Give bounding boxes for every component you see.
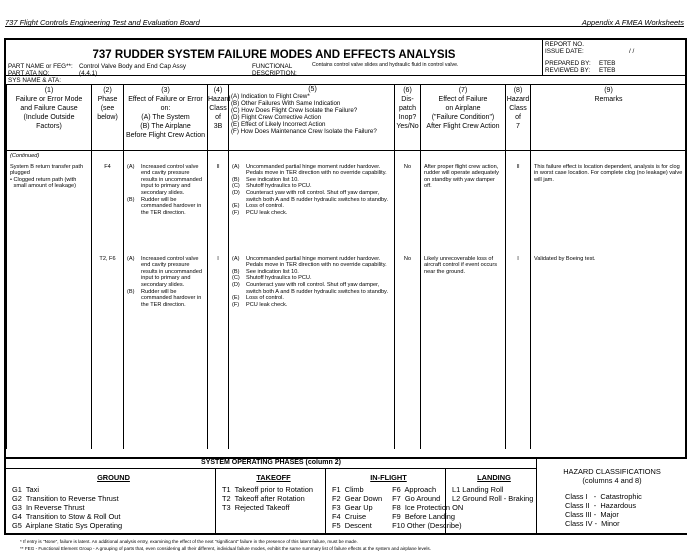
phase-item: G4 Transition to Stow & Roll Out	[12, 512, 121, 521]
failure-mode	[6, 253, 92, 449]
prepared-by: ETEB	[599, 60, 616, 67]
footnote-2: ** FEG - Functional Element Group - A gr…	[20, 546, 431, 551]
issue-date-label: ISSUE DATE:	[545, 48, 584, 55]
ata-value: (4.4.1)	[79, 70, 98, 77]
sys-name-row: SYS NAME & ATA:	[6, 75, 687, 84]
page-header: 737 Flight Controls Engineering Test and…	[5, 18, 684, 27]
phase-item: F2 Gear Down	[332, 494, 383, 503]
phase-item: F3 Gear Up	[332, 503, 373, 512]
phase-group-inflight: IN-FLIGHT F1 Climb F2 Gear Down F3 Gear Up F…	[326, 469, 463, 535]
func-label-2: DESCRIPTION:	[252, 70, 297, 77]
table-row: T2, F6 (A) Increased control valve end cav…	[6, 253, 687, 449]
col-header-9: (9) Remarks	[530, 84, 687, 151]
dispatch-inop: No	[394, 253, 421, 449]
ata-label: PART ATA NO:	[8, 70, 50, 77]
col-header-4: (4) Hazard Class of 3B	[207, 84, 231, 151]
report-no-label: REPORT NO.	[545, 41, 584, 48]
hazard-title: HAZARD CLASSIFICATIONS	[563, 467, 661, 476]
phase-item: F4 Cruise	[332, 512, 367, 521]
phase: T2, F6	[91, 253, 124, 449]
phase-group-takeoff: TAKEOFF T1 Takeoff prior to Rotation T2 Ta…	[216, 469, 326, 535]
remarks: Validated by Boeing test.	[530, 253, 687, 449]
header-left: 737 Flight Controls Engineering Test and…	[5, 18, 200, 27]
prepared-by-label: PREPARED BY:	[545, 60, 591, 67]
phase-item: F8 Ice Protection ON	[392, 503, 464, 512]
table-row: System B return transfer path plugged • Cl…	[6, 161, 687, 254]
hazard-class-item: Class IV - Minor	[565, 519, 620, 528]
landing-title: LANDING	[477, 473, 511, 482]
worksheet-title: 737 RUDDER SYSTEM FAILURE MODES AND EFFE…	[92, 49, 456, 61]
hazard-subtitle: (columns 4 and 8)	[582, 476, 642, 485]
phase-item: F1 Climb	[332, 485, 364, 494]
col-header-7: (7) Effect of Failure on Airplane ("Failure…	[420, 84, 506, 151]
indication-actions: (A) Uncommanded partial hinge moment rudd…	[228, 161, 395, 254]
phase-item: L2 Ground Roll - Braking	[452, 494, 534, 503]
inflight-title: IN-FLIGHT	[370, 473, 407, 482]
indication-actions: (A) Uncommanded partial hinge moment rudd…	[228, 253, 395, 449]
phase-item: G2 Transition to Reverse Thrust	[12, 494, 119, 503]
phase-item: T1 Takeoff prior to Rotation	[222, 485, 313, 494]
hazard-class-item: Class II - Hazardous	[565, 501, 637, 510]
phase-item: G3 In Reverse Thrust	[12, 503, 85, 512]
hazard-class-7: II	[505, 161, 531, 254]
phase-item: G5 Airplane Static Sys Operating	[12, 521, 123, 530]
reviewed-by-label: REVIEWED BY:	[545, 67, 591, 74]
ground-title: GROUND	[97, 473, 130, 482]
effect-after-action: After proper flight crew action, rudder …	[420, 161, 506, 254]
phase-item: F7 Go Around	[392, 494, 441, 503]
phase-item: T3 Rejected Takeoff	[222, 503, 290, 512]
phase-item: F9 Before Landing	[392, 512, 455, 521]
part-name: Control Valve Body and End Cap Assy	[79, 63, 186, 70]
operating-phases: SYSTEM OPERATING PHASES (column 2) GROUN…	[6, 457, 687, 535]
col-header-3: (3) Effect of Failure or Error on: (A) The …	[123, 84, 208, 151]
phase-item: F5 Descent	[332, 521, 372, 530]
hazard-class-item: Class III - Major	[565, 510, 619, 519]
issue-date: / /	[629, 48, 635, 55]
col-header-1: (1) Failure or Error Mode and Failure Caus…	[6, 84, 92, 151]
dispatch-inop: No	[394, 161, 421, 254]
part-name-label: PART NAME or FEG**:	[8, 63, 73, 70]
phase-item: G1 Taxi	[12, 485, 39, 494]
hazard-class-7: I	[505, 253, 531, 449]
func-description: Contains control valve slides and hydrau…	[312, 62, 459, 68]
report-block: REPORT NO. ISSUE DATE: / / PREPARED BY: …	[542, 40, 687, 76]
reviewed-by: ETEB	[599, 67, 616, 74]
effect-after-action: Likely unrecoverable loss of aircraft co…	[420, 253, 506, 449]
func-label: FUNCTIONAL	[252, 63, 293, 70]
effect-before-action: (A) Increased control valve end cavity pr…	[123, 161, 208, 254]
hazard-class-3b: I	[207, 253, 229, 449]
col-header-6: (6) Dis-patch Inop? Yes/No	[394, 84, 421, 151]
col-header-2: (2) Phase (see below)	[91, 84, 124, 151]
footnote-1: * If entry is "None", failure is latent.…	[20, 539, 358, 544]
col-header-8: (8) Hazard Class of 7	[505, 84, 531, 151]
phase-group-ground: GROUND G1 Taxi G2 Transition to Reverse Th…	[6, 469, 216, 535]
takeoff-title: TAKEOFF	[256, 473, 291, 482]
phase-item: F6 Approach	[392, 485, 437, 494]
hazard-class-3b: II	[207, 161, 229, 254]
fmea-table: (1) Failure or Error Mode and Failure Caus…	[6, 84, 687, 449]
phases-title: SYSTEM OPERATING PHASES (column 2)	[6, 459, 536, 469]
phase-item: L1 Landing Roll	[452, 485, 504, 494]
title-block: 737 RUDDER SYSTEM FAILURE MODES AND EFFE…	[6, 40, 542, 77]
hazard-classifications: HAZARD CLASSIFICATIONS (columns 4 and 8)…	[536, 459, 687, 535]
sys-name-label: SYS NAME & ATA:	[8, 77, 61, 84]
header-right: Appendix A FMEA Worksheets	[581, 18, 684, 27]
continued-note: (Continued)	[6, 150, 92, 162]
hazard-class-item: Class I - Catastrophic	[565, 492, 642, 501]
fmea-worksheet: 737 RUDDER SYSTEM FAILURE MODES AND EFFE…	[4, 38, 687, 535]
phase: F4	[91, 161, 124, 254]
failure-mode: System B return transfer path plugged • Cl…	[6, 161, 92, 254]
effect-before-action: (A) Increased control valve end cavity pr…	[123, 253, 208, 449]
phase-item: T2 Takeoff after Rotation	[222, 494, 305, 503]
remarks: This failure effect is location dependen…	[530, 161, 687, 254]
phase-group-landing: LANDING L1 Landing Roll L2 Ground Roll - B…	[446, 469, 536, 535]
col-header-5: (5) (A) Indication to Flight Crew* (B) Oth…	[228, 84, 395, 151]
phase-item: F10 Other (Describe)	[392, 521, 462, 530]
